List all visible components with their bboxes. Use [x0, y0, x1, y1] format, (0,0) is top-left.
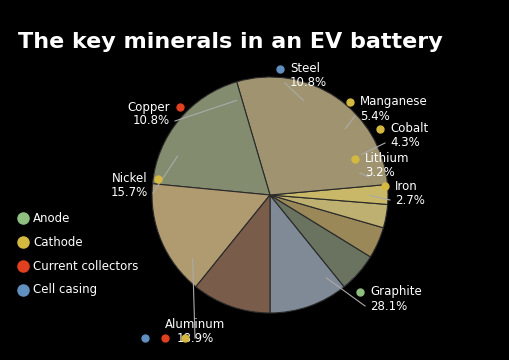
Text: Cobalt: Cobalt — [390, 122, 428, 135]
Text: Steel: Steel — [290, 63, 320, 76]
Text: Anode: Anode — [33, 211, 70, 225]
Text: 28.1%: 28.1% — [370, 300, 407, 312]
Text: 3.2%: 3.2% — [365, 166, 395, 180]
Text: Copper: Copper — [127, 100, 170, 113]
Text: Nickel: Nickel — [112, 172, 148, 185]
Text: Manganese: Manganese — [360, 95, 428, 108]
Text: Cathode: Cathode — [33, 235, 82, 248]
Wedge shape — [153, 82, 270, 195]
Text: Lithium: Lithium — [365, 153, 410, 166]
Wedge shape — [237, 77, 387, 195]
Wedge shape — [152, 184, 270, 287]
Text: 4.3%: 4.3% — [390, 136, 420, 149]
Wedge shape — [270, 195, 383, 257]
Wedge shape — [270, 195, 388, 228]
Wedge shape — [196, 195, 270, 313]
Text: 5.4%: 5.4% — [360, 109, 390, 122]
Text: Iron: Iron — [395, 180, 418, 193]
Text: 18.9%: 18.9% — [177, 332, 214, 345]
Text: Cell casing: Cell casing — [33, 284, 97, 297]
Text: Graphite: Graphite — [370, 285, 422, 298]
Wedge shape — [270, 184, 388, 204]
Wedge shape — [270, 195, 371, 287]
Text: Current collectors: Current collectors — [33, 260, 138, 273]
Text: 15.7%: 15.7% — [111, 186, 148, 199]
Text: 10.8%: 10.8% — [290, 77, 327, 90]
Text: The key minerals in an EV battery: The key minerals in an EV battery — [18, 32, 443, 52]
Wedge shape — [270, 195, 344, 313]
Text: 2.7%: 2.7% — [395, 194, 425, 207]
Text: Aluminum: Aluminum — [165, 318, 225, 330]
Text: 10.8%: 10.8% — [133, 114, 170, 127]
